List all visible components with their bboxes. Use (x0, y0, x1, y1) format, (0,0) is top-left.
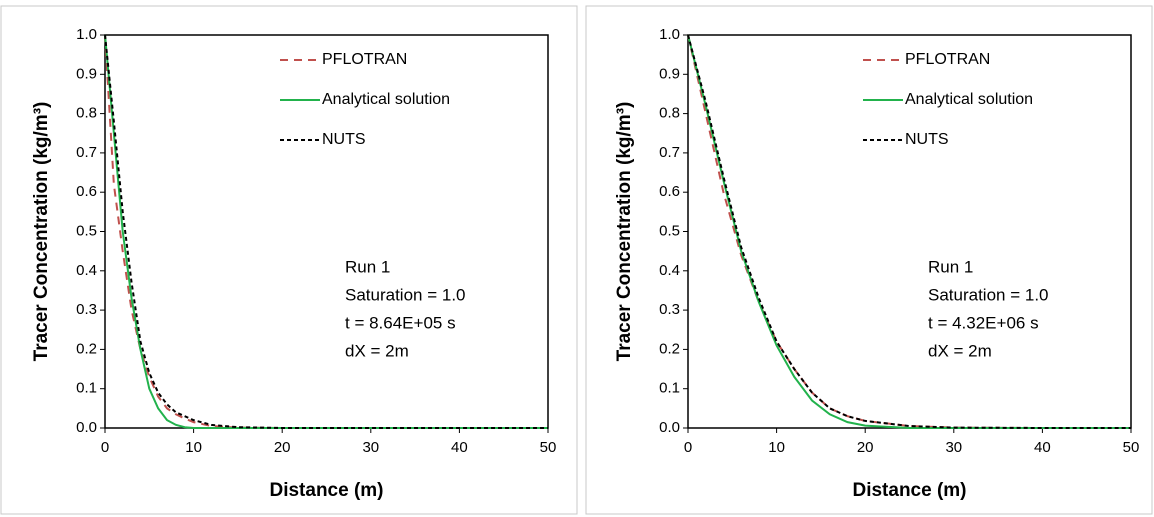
y-tick-label: 0.8 (76, 105, 97, 122)
annotation: Run 1 (345, 257, 390, 276)
annotation: dX = 2m (928, 341, 992, 360)
x-tick-label: 20 (274, 439, 291, 456)
x-tick-label: 30 (945, 439, 962, 456)
y-tick-label: 0.7 (76, 144, 97, 161)
y-tick-label: 0.0 (659, 419, 680, 436)
annotation: t = 4.32E+06 s (928, 313, 1039, 332)
annotation: t = 8.64E+05 s (345, 313, 456, 332)
y-tick-label: 0.6 (76, 183, 97, 200)
y-tick-label: 0.5 (659, 222, 680, 239)
y-tick-label: 0.2 (76, 340, 97, 357)
x-axis-label: Distance (m) (269, 480, 383, 501)
x-tick-label: 30 (362, 439, 379, 456)
y-tick-label: 0.0 (76, 419, 97, 436)
y-tick-label: 0.3 (659, 301, 680, 318)
y-tick-label: 0.1 (659, 380, 680, 397)
series-line (687, 34, 1131, 429)
legend-label: PFLOTRAN (322, 51, 407, 68)
x-tick-label: 50 (1123, 439, 1140, 456)
y-tick-label: 0.9 (76, 65, 97, 82)
x-tick-label: 10 (768, 439, 785, 456)
panel (0, 5, 578, 515)
y-tick-label: 0.1 (76, 380, 97, 397)
y-tick-label: 0.7 (659, 144, 680, 161)
legend-label: Analytical solution (322, 91, 450, 108)
y-tick-label: 0.4 (659, 262, 680, 279)
y-tick-label: 1.0 (76, 26, 97, 43)
legend-label: Analytical solution (905, 91, 1033, 108)
x-tick-label: 0 (101, 439, 109, 456)
x-tick-label: 40 (451, 439, 468, 456)
x-tick-label: 0 (684, 439, 692, 456)
y-axis-label: Tracer Concentration (kg/m³) (614, 102, 635, 362)
y-tick-label: 0.2 (659, 340, 680, 357)
panel (585, 5, 1153, 515)
legend-label: NUTS (322, 131, 366, 148)
annotation: Run 1 (928, 257, 973, 276)
series-line (104, 34, 548, 429)
legend-label: PFLOTRAN (905, 51, 990, 68)
x-tick-label: 50 (540, 439, 557, 456)
y-axis-label: Tracer Concentration (kg/m³) (31, 102, 52, 362)
y-tick-label: 1.0 (659, 26, 680, 43)
y-tick-label: 0.4 (76, 262, 97, 279)
y-tick-label: 0.6 (659, 183, 680, 200)
y-tick-label: 0.9 (659, 65, 680, 82)
x-axis-label: Distance (m) (852, 480, 966, 501)
x-tick-label: 10 (185, 439, 202, 456)
annotation: Saturation = 1.0 (345, 285, 466, 304)
y-tick-label: 0.5 (76, 222, 97, 239)
series-line (104, 34, 548, 429)
annotation: dX = 2m (345, 341, 409, 360)
x-tick-label: 20 (857, 439, 874, 456)
y-tick-label: 0.8 (659, 105, 680, 122)
annotation: Saturation = 1.0 (928, 285, 1049, 304)
x-tick-label: 40 (1034, 439, 1051, 456)
y-tick-label: 0.3 (76, 301, 97, 318)
legend-label: NUTS (905, 131, 949, 148)
series-line (687, 34, 1131, 429)
